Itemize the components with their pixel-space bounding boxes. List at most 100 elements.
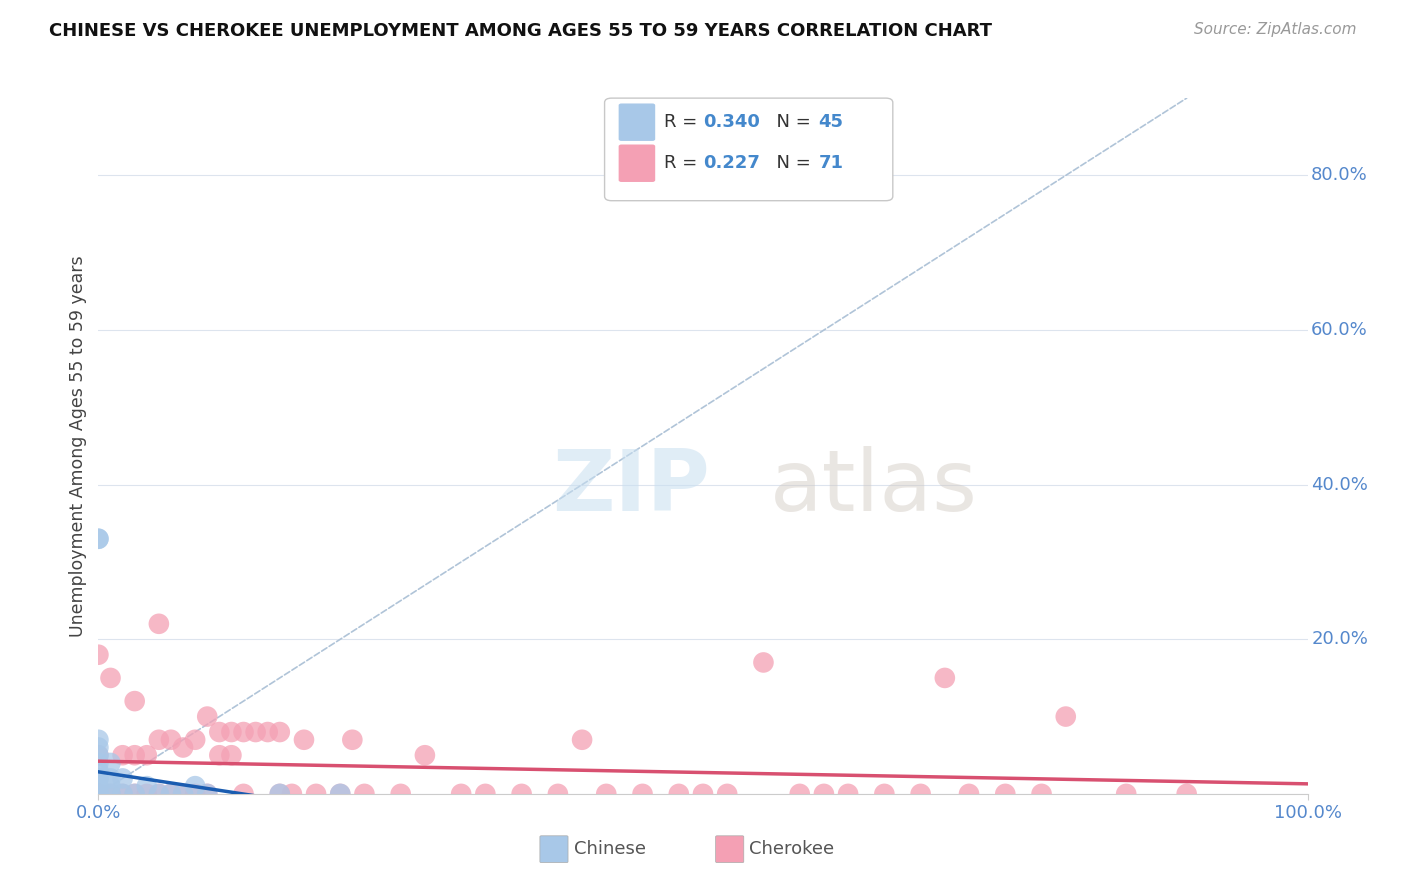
Point	[389, 787, 412, 801]
Text: Chinese: Chinese	[574, 840, 645, 858]
Point	[172, 787, 194, 801]
Point	[87, 787, 110, 801]
Point	[87, 787, 110, 801]
Point	[413, 748, 436, 763]
Point	[474, 787, 496, 801]
Point	[1054, 709, 1077, 723]
Text: Cherokee: Cherokee	[749, 840, 835, 858]
Text: CHINESE VS CHEROKEE UNEMPLOYMENT AMONG AGES 55 TO 59 YEARS CORRELATION CHART: CHINESE VS CHEROKEE UNEMPLOYMENT AMONG A…	[49, 22, 993, 40]
Point	[329, 787, 352, 801]
Text: 45: 45	[818, 113, 844, 131]
Point	[100, 772, 122, 786]
Point	[87, 787, 110, 801]
Point	[148, 732, 170, 747]
Point	[87, 787, 110, 801]
Point	[87, 787, 110, 801]
Point	[111, 787, 134, 801]
Point	[221, 748, 243, 763]
Point	[87, 787, 110, 801]
Text: 60.0%: 60.0%	[1312, 321, 1368, 339]
Point	[256, 725, 278, 739]
Point	[668, 787, 690, 801]
Point	[87, 787, 110, 801]
Point	[873, 787, 896, 801]
Point	[1031, 787, 1053, 801]
Point	[87, 748, 110, 763]
Point	[195, 787, 218, 801]
Point	[148, 787, 170, 801]
Point	[87, 787, 110, 801]
Point	[87, 756, 110, 770]
Point	[160, 787, 183, 801]
Text: atlas: atlas	[769, 446, 977, 529]
Text: N =: N =	[765, 113, 817, 131]
Point	[245, 725, 267, 739]
Text: R =: R =	[664, 113, 703, 131]
Point	[87, 764, 110, 778]
Point	[135, 748, 157, 763]
Point	[148, 787, 170, 801]
Point	[87, 787, 110, 801]
Point	[752, 656, 775, 670]
Point	[934, 671, 956, 685]
Point	[329, 787, 352, 801]
Point	[87, 787, 110, 801]
Point	[87, 787, 110, 801]
Text: 0.227: 0.227	[703, 154, 759, 172]
Point	[87, 772, 110, 786]
Point	[547, 787, 569, 801]
Point	[87, 740, 110, 755]
Point	[208, 748, 231, 763]
Point	[837, 787, 859, 801]
Point	[148, 616, 170, 631]
Point	[100, 779, 122, 793]
Point	[87, 732, 110, 747]
Point	[305, 787, 328, 801]
Point	[124, 787, 146, 801]
Point	[232, 725, 254, 739]
Point	[789, 787, 811, 801]
Point	[994, 787, 1017, 801]
Point	[111, 772, 134, 786]
Point	[87, 787, 110, 801]
Point	[910, 787, 932, 801]
Point	[87, 532, 110, 546]
Point	[957, 787, 980, 801]
Point	[124, 694, 146, 708]
Point	[87, 787, 110, 801]
Point	[571, 732, 593, 747]
Point	[172, 740, 194, 755]
Point	[232, 787, 254, 801]
Point	[195, 709, 218, 723]
Point	[87, 787, 110, 801]
Point	[87, 779, 110, 793]
Point	[221, 725, 243, 739]
Text: R =: R =	[664, 154, 703, 172]
Point	[124, 787, 146, 801]
Point	[1175, 787, 1198, 801]
Text: N =: N =	[765, 154, 817, 172]
Point	[716, 787, 738, 801]
Point	[813, 787, 835, 801]
Point	[510, 787, 533, 801]
Text: 20.0%: 20.0%	[1312, 631, 1368, 648]
Point	[124, 748, 146, 763]
Text: 0.340: 0.340	[703, 113, 759, 131]
Text: 40.0%: 40.0%	[1312, 475, 1368, 493]
Y-axis label: Unemployment Among Ages 55 to 59 years: Unemployment Among Ages 55 to 59 years	[69, 255, 87, 637]
Point	[87, 787, 110, 801]
Point	[87, 772, 110, 786]
Point	[281, 787, 304, 801]
Point	[111, 748, 134, 763]
Point	[100, 671, 122, 685]
Point	[87, 787, 110, 801]
Point	[87, 787, 110, 801]
Point	[100, 787, 122, 801]
Point	[87, 787, 110, 801]
Point	[184, 779, 207, 793]
Text: 80.0%: 80.0%	[1312, 167, 1368, 185]
Point	[87, 787, 110, 801]
Point	[269, 787, 291, 801]
Point	[87, 648, 110, 662]
Point	[111, 787, 134, 801]
